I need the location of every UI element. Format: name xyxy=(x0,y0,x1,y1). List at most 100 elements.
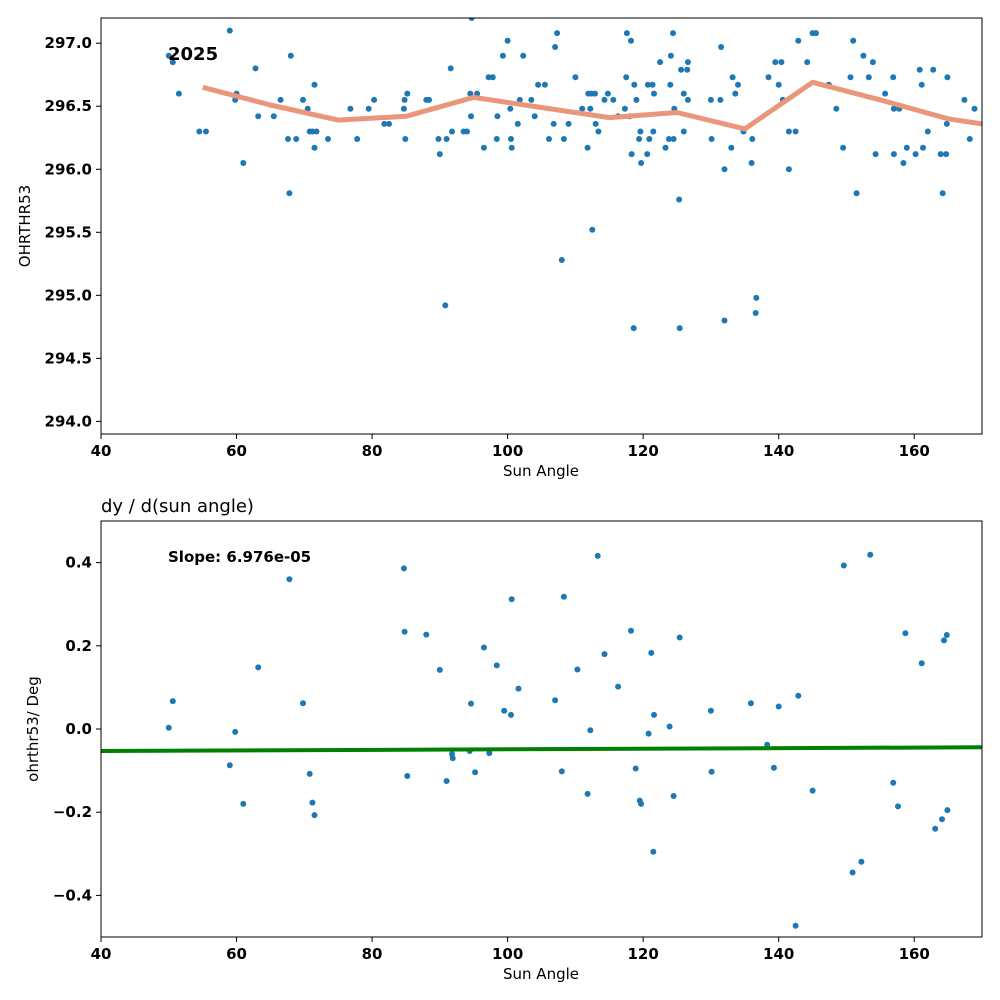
x-tick-label: 100 xyxy=(492,442,523,460)
y-tick-label: 0.4 xyxy=(65,554,92,572)
data-point xyxy=(196,128,203,135)
data-point xyxy=(467,90,474,97)
data-point xyxy=(729,74,736,81)
data-point xyxy=(531,113,538,120)
data-point xyxy=(872,151,879,158)
data-point xyxy=(501,707,508,714)
data-point xyxy=(732,90,739,97)
data-point xyxy=(924,128,931,135)
data-point xyxy=(651,711,657,718)
x-tick-label: 160 xyxy=(899,442,930,460)
data-point xyxy=(468,18,475,21)
data-point xyxy=(666,723,673,730)
data-point xyxy=(678,66,685,73)
data-point xyxy=(443,136,450,142)
data-point xyxy=(426,96,432,103)
x-tick-label: 100 xyxy=(492,945,523,963)
data-point xyxy=(708,768,715,775)
data-point xyxy=(550,120,557,127)
data-point xyxy=(840,562,847,569)
data-point xyxy=(232,728,239,735)
data-point xyxy=(749,136,756,142)
data-point xyxy=(587,105,594,112)
data-point xyxy=(402,136,409,142)
data-point xyxy=(680,90,687,97)
data-point xyxy=(226,762,233,769)
top-chart-marks xyxy=(165,18,982,332)
data-point xyxy=(285,136,291,142)
data-point xyxy=(912,151,919,158)
data-point xyxy=(404,90,411,97)
data-point xyxy=(508,136,514,142)
data-point xyxy=(592,120,599,127)
data-point xyxy=(401,96,408,103)
data-point xyxy=(850,37,857,44)
bottom-chart: 40 60 80 100 120 140 160 −0.4 −0.2 0.0 0.2 0.4 dy … xyxy=(24,496,983,983)
data-point xyxy=(795,37,802,44)
data-point xyxy=(594,552,601,559)
y-tick-label: 0.2 xyxy=(65,637,92,655)
data-point xyxy=(665,136,672,142)
data-point xyxy=(354,136,361,142)
data-point xyxy=(535,81,542,88)
top-y-axis-label: OHRTHR53 xyxy=(16,185,34,267)
y-tick-label: −0.4 xyxy=(53,886,92,904)
data-point xyxy=(493,136,500,142)
data-point xyxy=(325,136,331,142)
data-point xyxy=(853,190,860,197)
data-point xyxy=(648,649,655,656)
data-point xyxy=(667,81,674,88)
data-point xyxy=(489,74,496,81)
data-point xyxy=(423,631,430,638)
data-point xyxy=(890,105,897,112)
data-point xyxy=(900,160,907,166)
data-point xyxy=(717,96,724,103)
data-point xyxy=(226,27,233,34)
data-point xyxy=(558,257,565,263)
data-point xyxy=(474,90,481,97)
data-point xyxy=(508,144,515,151)
data-point xyxy=(601,651,608,658)
data-point xyxy=(621,105,628,112)
data-point xyxy=(565,120,572,127)
data-point xyxy=(286,190,293,197)
data-point xyxy=(670,793,677,799)
data-point xyxy=(966,136,973,142)
data-point xyxy=(890,74,897,81)
data-point xyxy=(270,113,277,120)
data-point xyxy=(649,81,656,88)
data-point xyxy=(400,565,407,572)
data-point xyxy=(464,128,470,135)
data-point xyxy=(676,325,683,332)
top-x-axis-label: Sun Angle xyxy=(503,462,579,480)
data-point xyxy=(240,800,247,807)
data-point xyxy=(515,685,522,692)
data-point xyxy=(932,825,939,832)
data-point xyxy=(882,90,889,97)
data-point xyxy=(365,105,372,112)
data-point xyxy=(638,800,645,807)
regression-line xyxy=(101,745,982,753)
data-point xyxy=(304,105,311,112)
data-point xyxy=(631,81,638,88)
data-point xyxy=(277,96,284,103)
data-point xyxy=(747,700,754,707)
data-point xyxy=(560,136,567,142)
data-point xyxy=(785,128,792,135)
data-point xyxy=(595,128,602,135)
data-point xyxy=(644,81,651,88)
data-point xyxy=(645,730,652,737)
data-point xyxy=(707,96,714,103)
data-point xyxy=(680,128,687,135)
top-plot-frame xyxy=(100,17,983,435)
data-point xyxy=(638,160,645,166)
data-point xyxy=(552,44,559,50)
data-point xyxy=(546,136,552,142)
data-point xyxy=(584,790,591,797)
data-point xyxy=(770,764,777,771)
data-point xyxy=(592,90,598,97)
y-tick-label: 296.5 xyxy=(45,97,92,115)
data-point xyxy=(636,136,643,142)
data-point xyxy=(895,803,901,810)
data-point xyxy=(943,120,950,127)
